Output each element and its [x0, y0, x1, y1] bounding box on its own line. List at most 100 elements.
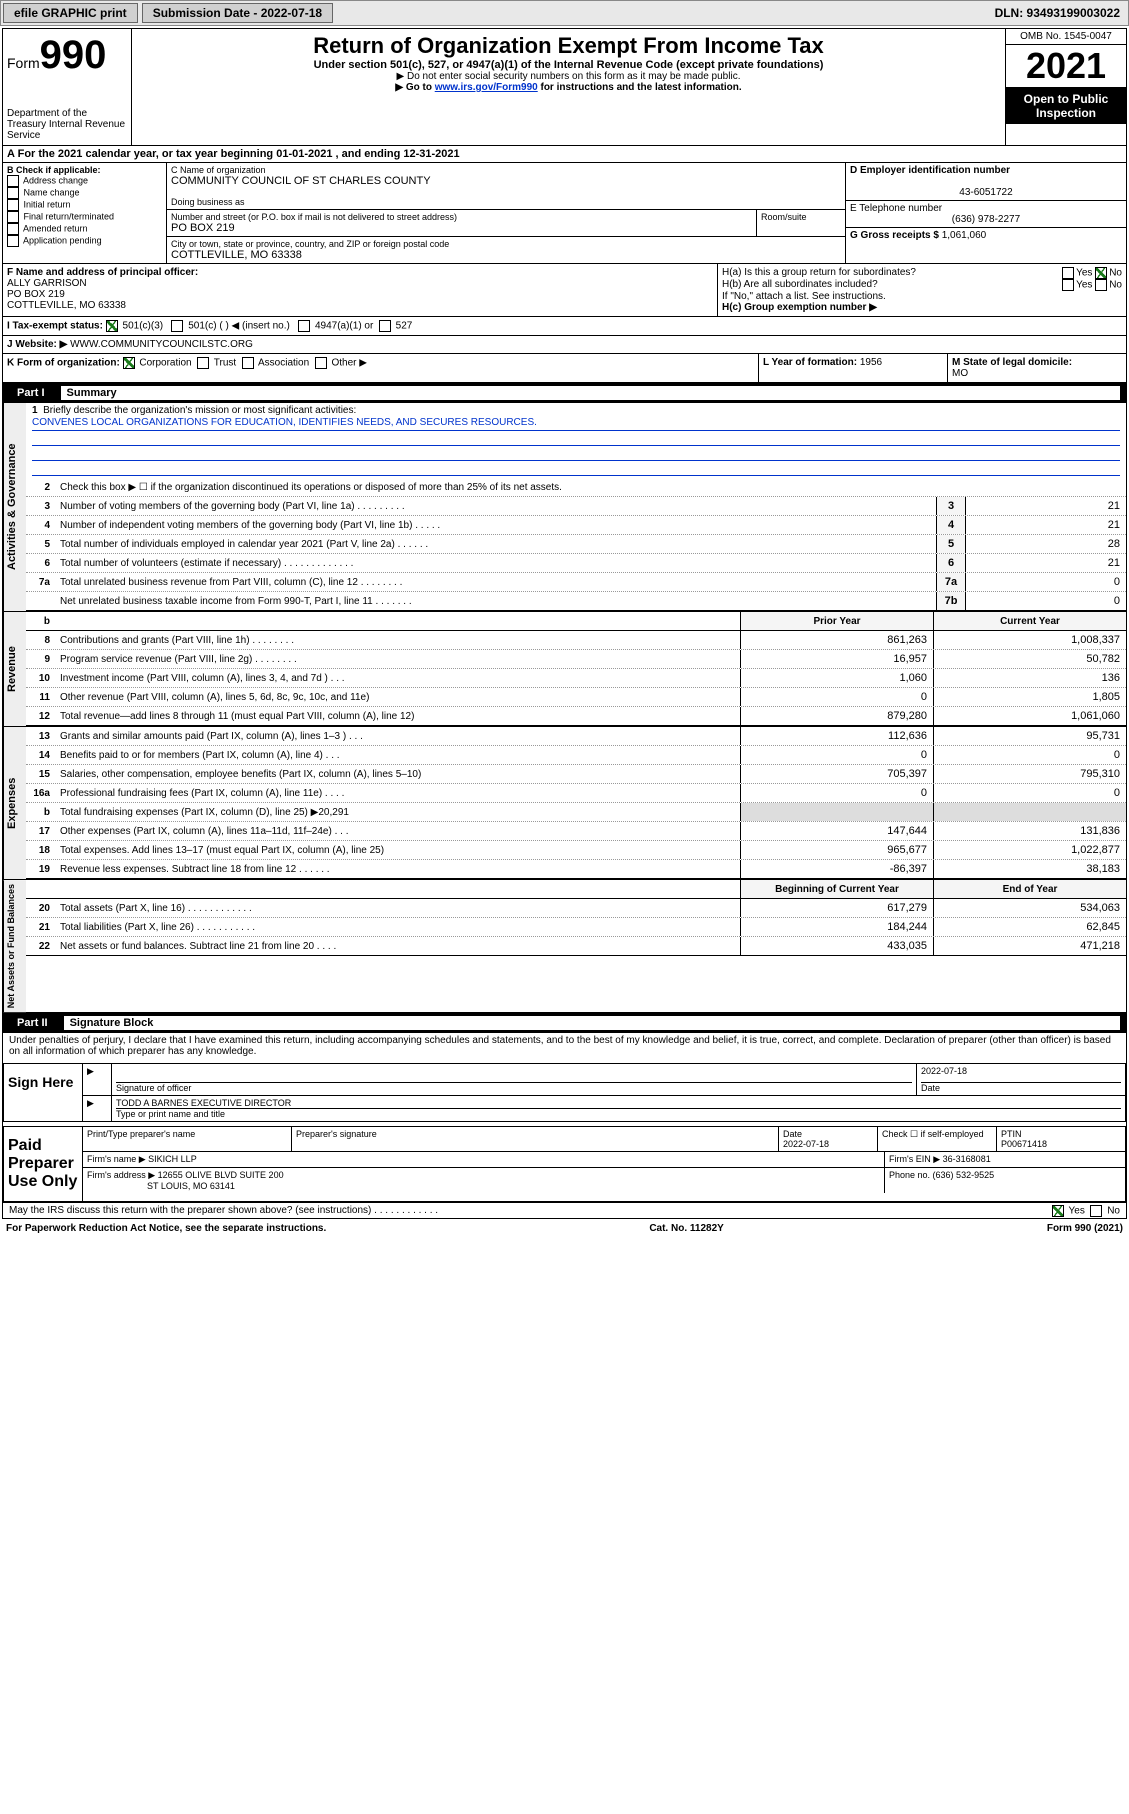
form-meta-box: OMB No. 1545-0047 2021 Open to Public In… — [1005, 29, 1126, 145]
box-m: M State of legal domicile:MO — [947, 354, 1126, 382]
p15: 705,397 — [740, 765, 933, 783]
p20: 617,279 — [740, 899, 933, 917]
cb-501c3[interactable] — [106, 320, 118, 332]
form-id-box: Form990 Department of the Treasury Inter… — [3, 29, 132, 145]
p8: 861,263 — [740, 631, 933, 649]
c16a: 0 — [933, 784, 1126, 802]
val-7a: 0 — [966, 573, 1126, 591]
form-title-box: Return of Organization Exempt From Incom… — [132, 29, 1005, 145]
c21: 62,845 — [933, 918, 1126, 936]
cb-ha-yes[interactable] — [1062, 267, 1074, 279]
box-i: I Tax-exempt status: 501(c)(3) 501(c) ( … — [3, 317, 1126, 335]
box-c: C Name of organization COMMUNITY COUNCIL… — [167, 163, 846, 263]
paid-preparer-table: Paid Preparer Use Only Print/Type prepar… — [3, 1126, 1126, 1202]
box-j: J Website: ▶ WWW.COMMUNITYCOUNCILSTC.ORG — [3, 336, 1126, 353]
val-4: 21 — [966, 516, 1126, 534]
box-b: B Check if applicable: Address change Na… — [3, 163, 167, 263]
vlabel-expenses: Expenses — [3, 727, 26, 879]
paid-preparer-label: Paid Preparer Use Only — [4, 1127, 83, 1201]
form-subtitle-1: Under section 501(c), 527, or 4947(a)(1)… — [136, 59, 1001, 71]
cb-address[interactable] — [7, 175, 19, 187]
cb-app[interactable] — [7, 235, 19, 247]
form-subtitle-2: ▶ Do not enter social security numbers o… — [136, 71, 1001, 82]
vlabel-netassets: Net Assets or Fund Balances — [3, 880, 26, 1012]
cb-final[interactable] — [7, 211, 19, 223]
sign-here-label: Sign Here — [4, 1064, 83, 1121]
box-k: K Form of organization: Corporation Trus… — [3, 354, 758, 382]
website: WWW.COMMUNITYCOUNCILSTC.ORG — [70, 339, 253, 350]
firm-name: SIKICH LLP — [148, 1154, 197, 1164]
submission-date-button[interactable]: Submission Date - 2022-07-18 — [142, 3, 333, 23]
val-3: 21 — [966, 497, 1126, 515]
c13: 95,731 — [933, 727, 1126, 745]
efile-button[interactable]: efile GRAPHIC print — [3, 3, 138, 23]
val-6: 21 — [966, 554, 1126, 572]
c9: 50,782 — [933, 650, 1126, 668]
p9: 16,957 — [740, 650, 933, 668]
ptin: P00671418 — [1001, 1139, 1047, 1149]
discuss-row: May the IRS discuss this return with the… — [3, 1202, 1126, 1218]
cb-name[interactable] — [7, 187, 19, 199]
p11: 0 — [740, 688, 933, 706]
c12: 1,061,060 — [933, 707, 1126, 725]
p21: 184,244 — [740, 918, 933, 936]
mission-text: CONVENES LOCAL ORGANIZATIONS FOR EDUCATI… — [32, 416, 1120, 431]
cb-amended[interactable] — [7, 223, 19, 235]
cb-527[interactable] — [379, 320, 391, 332]
org-street: PO BOX 219 — [171, 222, 752, 234]
box-d-e-g: D Employer identification number 43-6051… — [846, 163, 1126, 263]
c14: 0 — [933, 746, 1126, 764]
cb-trust[interactable] — [197, 357, 209, 369]
org-name: COMMUNITY COUNCIL OF ST CHARLES COUNTY — [171, 175, 841, 187]
c11: 1,805 — [933, 688, 1126, 706]
p12: 879,280 — [740, 707, 933, 725]
officer-name: TODD A BARNES EXECUTIVE DIRECTOR — [116, 1098, 1121, 1109]
c22: 471,218 — [933, 937, 1126, 955]
sig-date: 2022-07-18 — [921, 1066, 1121, 1083]
part-2-header: Part II Signature Block — [3, 1013, 1126, 1033]
cb-corp[interactable] — [123, 357, 135, 369]
p13: 112,636 — [740, 727, 933, 745]
val-7b: 0 — [966, 592, 1126, 610]
cb-discuss-yes[interactable] — [1052, 1205, 1064, 1217]
p17: 147,644 — [740, 822, 933, 840]
telephone: (636) 978-2277 — [850, 214, 1122, 225]
cb-4947[interactable] — [298, 320, 310, 332]
p19: -86,397 — [740, 860, 933, 878]
p10: 1,060 — [740, 669, 933, 687]
val-5: 28 — [966, 535, 1126, 553]
sign-here-table: Sign Here ▶ Signature of officer 2022-07… — [3, 1063, 1126, 1122]
irs-link[interactable]: www.irs.gov/Form990 — [435, 82, 538, 93]
dln-label: DLN: 93493199003022 — [995, 6, 1126, 20]
cb-initial[interactable] — [7, 199, 19, 211]
cb-hb-no[interactable] — [1095, 279, 1107, 291]
c8: 1,008,337 — [933, 631, 1126, 649]
form-number: 990 — [40, 33, 107, 77]
p14: 0 — [740, 746, 933, 764]
box-f: F Name and address of principal officer:… — [3, 264, 717, 316]
cb-ha-no[interactable] — [1095, 267, 1107, 279]
cb-assoc[interactable] — [242, 357, 254, 369]
inspection-label: Open to Public Inspection — [1006, 88, 1126, 124]
cb-hb-yes[interactable] — [1062, 279, 1074, 291]
period-row: A For the 2021 calendar year, or tax yea… — [3, 146, 1126, 163]
omb-number: OMB No. 1545-0047 — [1006, 29, 1126, 45]
p18: 965,677 — [740, 841, 933, 859]
c17: 131,836 — [933, 822, 1126, 840]
form-990: Form990 Department of the Treasury Inter… — [2, 28, 1127, 1219]
c15: 795,310 — [933, 765, 1126, 783]
cb-501c[interactable] — [171, 320, 183, 332]
ein-value: 43-6051722 — [850, 187, 1122, 198]
part-1-header: Part I Summary — [3, 383, 1126, 403]
form-title: Return of Organization Exempt From Incom… — [136, 33, 1001, 59]
dept-label: Department of the Treasury Internal Reve… — [7, 108, 127, 141]
cb-other[interactable] — [315, 357, 327, 369]
p22: 433,035 — [740, 937, 933, 955]
firm-phone: (636) 532-9525 — [933, 1170, 995, 1180]
cb-discuss-no[interactable] — [1090, 1205, 1102, 1217]
declaration: Under penalties of perjury, I declare th… — [3, 1033, 1126, 1059]
box-l: L Year of formation: 1956 — [758, 354, 947, 382]
c20: 534,063 — [933, 899, 1126, 917]
org-city: COTTLEVILLE, MO 63338 — [171, 249, 841, 261]
box-h: H(a) Is this a group return for subordin… — [717, 264, 1126, 316]
